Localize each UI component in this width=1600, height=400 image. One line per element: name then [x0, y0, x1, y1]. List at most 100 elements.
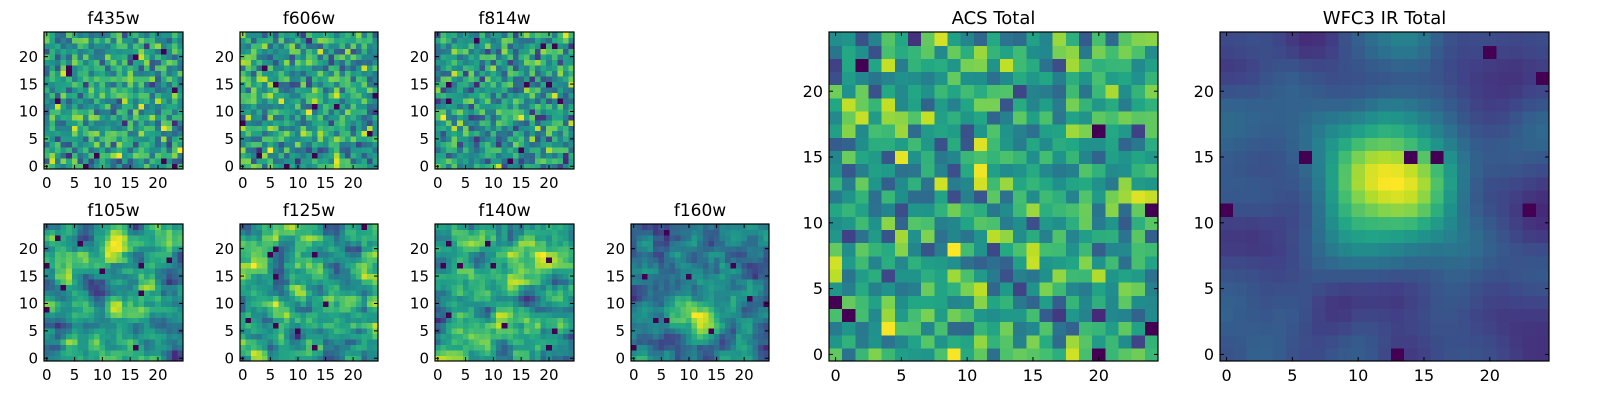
- heatmap-cell: [110, 42, 117, 50]
- heatmap-cell: [99, 300, 106, 307]
- heatmap-cell: [372, 114, 379, 121]
- heatmap-cell: [278, 355, 285, 362]
- heatmap-cell: [868, 242, 883, 257]
- heatmap-cell: [462, 147, 469, 154]
- heatmap-cell: [177, 311, 184, 318]
- heatmap-cell: [245, 262, 252, 269]
- heatmap-cell: [557, 92, 564, 99]
- heatmap-cell: [284, 70, 291, 77]
- axes-frame: [630, 223, 770, 362]
- heatmap-cell: [333, 81, 340, 88]
- heatmap-cell: [105, 147, 112, 154]
- heatmap-cell: [636, 240, 643, 247]
- heatmap-cell: [763, 284, 770, 291]
- heatmap-cell: [105, 344, 112, 351]
- heatmap-cell: [82, 147, 90, 154]
- heatmap-cell: [540, 152, 547, 159]
- heatmap-cell: [479, 273, 486, 280]
- heatmap-cell: [557, 350, 564, 357]
- heatmap-cell: [116, 103, 123, 110]
- heatmap-cell: [300, 114, 307, 121]
- heatmap-cell: [289, 295, 296, 302]
- heatmap-cell: [746, 267, 754, 274]
- heatmap-cell: [512, 53, 519, 60]
- heatmap-cell: [518, 240, 525, 247]
- heatmap-cell: [262, 141, 269, 148]
- x-tick-label: 20: [539, 366, 558, 384]
- heatmap-cell: [322, 75, 329, 82]
- heatmap-cell: [1026, 295, 1041, 309]
- heatmap-cell: [289, 267, 296, 274]
- heatmap-cell: [155, 333, 162, 340]
- heatmap-cell: [496, 251, 503, 258]
- heatmap-cell: [485, 86, 492, 93]
- heatmap-cell: [177, 130, 184, 137]
- heatmap-cell: [155, 125, 162, 132]
- heatmap-cell: [881, 150, 896, 165]
- heatmap-cell: [171, 350, 179, 357]
- heatmap-cell: [251, 240, 258, 247]
- heatmap-cell: [702, 300, 709, 307]
- heatmap-cell: [540, 114, 547, 121]
- heatmap-cell: [262, 311, 269, 318]
- heatmap-cell: [451, 284, 458, 291]
- heatmap-cell: [82, 37, 90, 44]
- heatmap-cell: [485, 229, 492, 236]
- heatmap-cell: [708, 306, 715, 313]
- x-tick-label: 15: [512, 174, 531, 192]
- x-tick-label: 20: [148, 366, 167, 384]
- heatmap-cell: [88, 273, 95, 280]
- heatmap-cell: [636, 344, 643, 351]
- heatmap-cell: [680, 262, 687, 269]
- heatmap-cell: [278, 92, 285, 99]
- heatmap-cell: [361, 344, 368, 351]
- heatmap-cell: [680, 317, 687, 324]
- heatmap-cell: [501, 42, 508, 50]
- heatmap-cell: [485, 234, 492, 242]
- heatmap-cell: [116, 59, 123, 66]
- heatmap-cell: [921, 295, 935, 309]
- heatmap-cell: [496, 103, 503, 110]
- heatmap-cell: [306, 317, 313, 324]
- heatmap-cell: [55, 59, 62, 66]
- heatmap-cell: [973, 216, 988, 230]
- heatmap-cell: [361, 289, 368, 296]
- heatmap-cell: [245, 125, 252, 132]
- heatmap-cell: [529, 141, 536, 148]
- heatmap-cell: [177, 344, 184, 351]
- heatmap-cell: [71, 53, 78, 60]
- heatmap-cell: [658, 344, 665, 351]
- heatmap-cell: [132, 234, 140, 242]
- heatmap-cell: [1000, 295, 1014, 309]
- heatmap-cell: [278, 224, 285, 231]
- heatmap-cell: [462, 322, 469, 329]
- heatmap-cell: [501, 322, 508, 329]
- heatmap-cell: [1052, 255, 1067, 270]
- heatmap-cell: [763, 240, 770, 247]
- heatmap-cell: [77, 81, 84, 88]
- heatmap-cell: [366, 81, 374, 88]
- heatmap-cell: [88, 333, 95, 340]
- heatmap-cell: [149, 114, 156, 121]
- heatmap-cell: [138, 158, 145, 165]
- heatmap-cell: [719, 278, 726, 285]
- heatmap-cell: [99, 158, 106, 165]
- heatmap-cell: [501, 262, 508, 269]
- heatmap-cell: [702, 245, 709, 252]
- heatmap-cell: [529, 344, 536, 351]
- heatmap-cell: [894, 347, 909, 362]
- heatmap-cell: [262, 245, 269, 252]
- heatmap-cell: [691, 284, 698, 291]
- heatmap-cell: [473, 42, 481, 50]
- heatmap-cell: [333, 114, 340, 121]
- heatmap-cell: [568, 92, 575, 99]
- heatmap-cell: [551, 339, 558, 346]
- heatmap-cell: [551, 81, 558, 88]
- heatmap-cell: [289, 48, 296, 55]
- heatmap-cell: [256, 70, 263, 77]
- heatmap-cell: [71, 86, 78, 93]
- heatmap-cell: [344, 317, 351, 324]
- heatmap-cell: [435, 147, 442, 154]
- heatmap-cell: [451, 234, 458, 242]
- heatmap-cell: [512, 92, 519, 99]
